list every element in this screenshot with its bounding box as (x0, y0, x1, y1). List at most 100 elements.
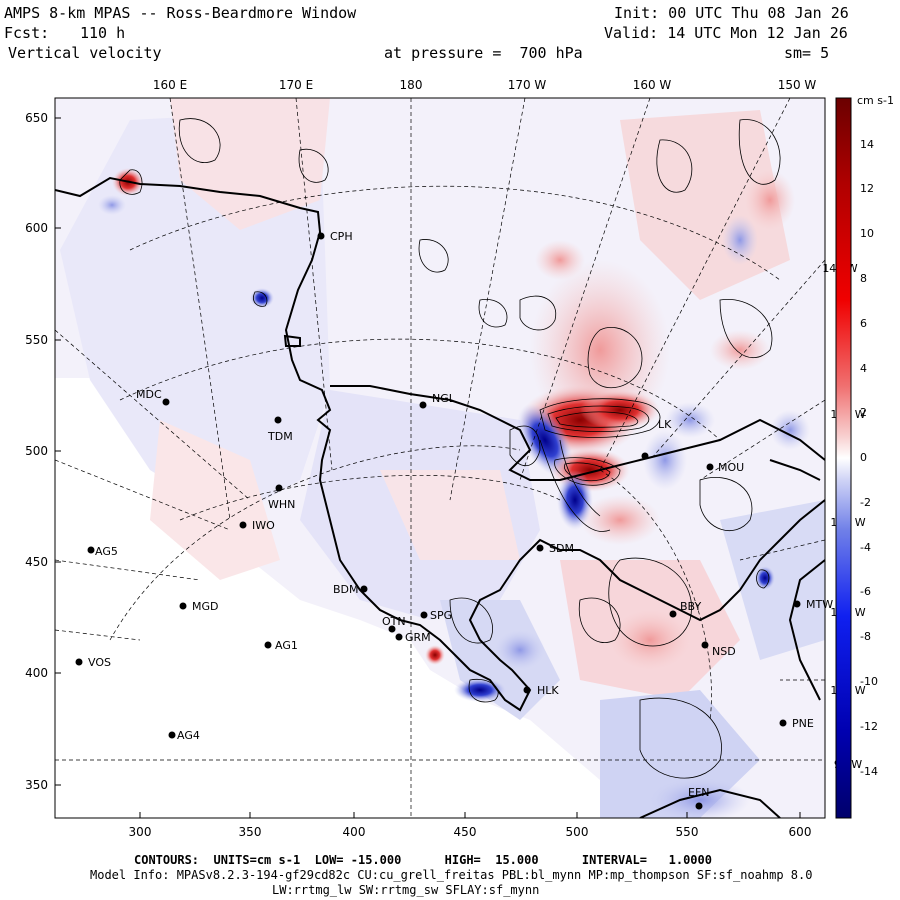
station-cph: CPH (317, 230, 353, 243)
svg-text:MTW: MTW (806, 598, 833, 611)
left-tick-label: 450 (25, 555, 48, 569)
svg-text:VOS: VOS (88, 656, 111, 669)
svg-text:WHN: WHN (268, 498, 295, 511)
colorbar-tick: -2 (860, 496, 871, 509)
left-tick-label: 350 (25, 778, 48, 792)
top-longitude-ticks: 160 E 170 E 180 170 W 160 W 150 W (153, 78, 817, 92)
left-tick-label: 500 (25, 444, 48, 458)
bottom-tick-label: 550 (676, 825, 699, 839)
bottom-tick-label: 300 (129, 825, 152, 839)
left-y-ticks: 650 600 550 500 450 400 350 (25, 111, 48, 792)
variable-name: Vertical velocity (8, 44, 162, 62)
svg-text:AG5: AG5 (95, 545, 118, 558)
station-mou: MOU (706, 461, 744, 474)
left-tick-label: 600 (25, 221, 48, 235)
top-tick-label: 170 E (279, 78, 313, 92)
colorbar-tick: -8 (860, 630, 871, 643)
station-markers: CPH NGL MDC TDM WHN IWO AG5 MGD BDM SPG … (75, 230, 833, 810)
svg-text:HLK: HLK (537, 684, 559, 697)
bottom-tick-label: 450 (454, 825, 477, 839)
colorbar-tick: -14 (860, 765, 878, 778)
station-bby: BBY (669, 600, 701, 618)
colorbar-tick: 4 (860, 362, 867, 375)
colorbar-units: cm s-1 (857, 94, 894, 107)
top-tick-label: 150 W (778, 78, 817, 92)
svg-text:IWO: IWO (252, 519, 275, 532)
left-tick-label: 400 (25, 666, 48, 680)
left-tick-label: 650 (25, 111, 48, 125)
station-grm: GRM (395, 631, 431, 644)
colorbar: cm s-1 14 12 10 8 6 4 2 0 -2 -4 -6 -8 -1… (835, 94, 894, 819)
init-time: Init: 00 UTC Thu 08 Jan 26 (614, 4, 849, 22)
svg-text:NGL: NGL (432, 392, 456, 405)
colorbar-tick: 6 (860, 317, 867, 330)
colorbar-tick: 12 (860, 182, 874, 195)
bottom-tick-label: 350 (239, 825, 262, 839)
svg-text:MOU: MOU (718, 461, 744, 474)
bottom-tick-label: 400 (343, 825, 366, 839)
svg-text:BDM: BDM (333, 583, 359, 596)
colorbar-tick: -6 (860, 585, 871, 598)
station-vos: VOS (75, 656, 111, 669)
colorbar-ticks: 14 12 10 8 6 4 2 0 -2 -4 -6 -8 -10 -12 -… (860, 138, 878, 778)
station-mgd: MGD (179, 600, 219, 613)
svg-text:SPG: SPG (430, 609, 452, 622)
station-sdm: SDM (536, 542, 574, 555)
colorbar-tick: -4 (860, 541, 871, 554)
station-spg: SPG (420, 609, 452, 622)
station-nsd: NSD (701, 641, 736, 658)
contour-info: CONTOURS: UNITS=cm s-1 LOW= -15.000 HIGH… (134, 853, 712, 867)
svg-text:MGD: MGD (192, 600, 219, 613)
bottom-tick-label: 600 (789, 825, 812, 839)
colorbar-tick: -10 (860, 675, 878, 688)
svg-text:MDC: MDC (136, 388, 162, 401)
station-bdm: BDM (333, 583, 368, 596)
axis-tick-marks (55, 117, 801, 818)
station-lk: LK (641, 418, 672, 460)
forecast-label: Fcst: (4, 24, 50, 42)
top-tick-label: 170 W (508, 78, 547, 92)
bottom-tick-label: 500 (566, 825, 589, 839)
svg-text:PNE: PNE (792, 717, 814, 730)
physics-info: LW:rrtmg_lw SW:rrtmg_sw SFLAY:sf_mynn (272, 883, 540, 897)
smoothing-value: sm= 5 (784, 44, 830, 62)
colorbar-tick: 2 (860, 406, 867, 419)
svg-text:SDM: SDM (549, 542, 574, 555)
top-tick-label: 180 (400, 78, 423, 92)
colorbar-tick: 10 (860, 227, 874, 240)
svg-text:NSD: NSD (712, 645, 736, 658)
station-mdc: MDC (136, 388, 170, 406)
station-ag4: AG4 (168, 729, 200, 742)
station-tdm: TDM (267, 416, 293, 443)
station-ag5: AG5 (87, 545, 118, 558)
station-whn: WHN (268, 484, 295, 511)
station-hlk: HLK (523, 684, 559, 697)
left-tick-label: 550 (25, 333, 48, 347)
forecast-hour: 110 h (80, 24, 126, 42)
svg-text:AG4: AG4 (177, 729, 200, 742)
svg-text:TDM: TDM (267, 430, 293, 443)
svg-text:EFN: EFN (688, 786, 710, 799)
svg-text:GRM: GRM (405, 631, 431, 644)
colorbar-tick: -12 (860, 720, 878, 733)
bottom-x-ticks: 300 350 400 450 500 550 600 (129, 825, 812, 839)
map-title: AMPS 8-km MPAS -- Ross-Beardmore Window (4, 4, 357, 22)
colorbar-tick: 8 (860, 272, 867, 285)
station-efn: EFN (688, 786, 710, 810)
station-iwo: IWO (239, 519, 275, 532)
svg-text:OTN: OTN (382, 615, 406, 628)
svg-text:LK: LK (658, 418, 672, 431)
svg-text:CPH: CPH (330, 230, 353, 243)
station-pne: PNE (779, 717, 814, 730)
svg-text:BBY: BBY (680, 600, 701, 613)
station-mtw: MTW (793, 598, 833, 611)
colorbar-tick: 14 (860, 138, 874, 151)
colorbar-tick: 0 (860, 451, 867, 464)
top-tick-label: 160 W (633, 78, 672, 92)
model-info: Model Info: MPASv8.2.3-194-gf29cd82c CU:… (90, 868, 813, 882)
station-ngl: NGL (419, 392, 456, 409)
svg-text:AG1: AG1 (275, 639, 298, 652)
station-ag1: AG1 (264, 639, 298, 652)
pressure-level: at pressure = 700 hPa (384, 44, 583, 62)
